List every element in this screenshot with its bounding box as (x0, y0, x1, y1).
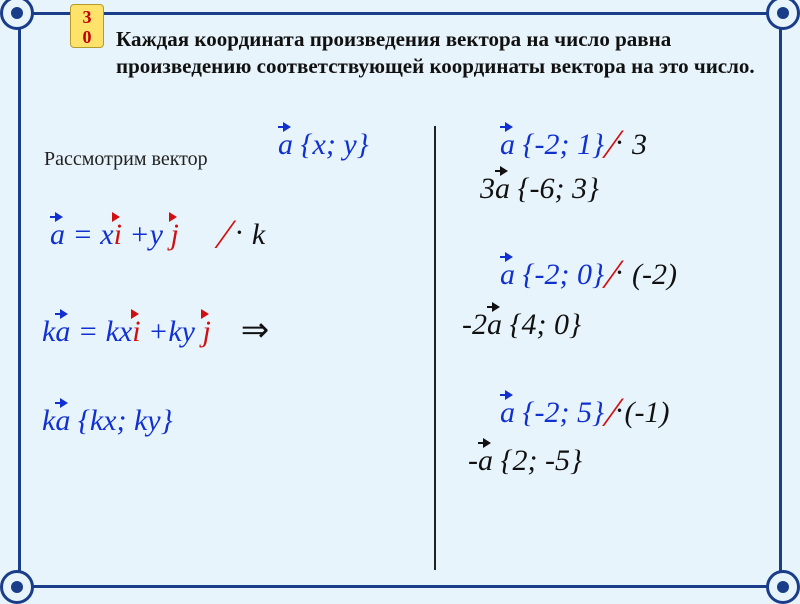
c2: 0 (577, 258, 592, 291)
vec-i: i (114, 218, 122, 251)
lbrace: { (78, 404, 90, 437)
lbrace: { (523, 396, 535, 429)
expr-a-xy: a {x; y} (278, 128, 369, 162)
dot: · (615, 126, 625, 159)
expr-decomp: a = xi +y j ∕ · k (50, 218, 265, 252)
vec-j: j (171, 218, 179, 251)
semi: ; (528, 444, 546, 477)
k: -2 (462, 308, 487, 341)
vec-a: a (500, 396, 515, 429)
expr-kcoord: ka {kx; ky} (42, 404, 173, 438)
c1: -6 (530, 172, 555, 205)
corner-br (766, 570, 800, 604)
c1: 2 (513, 444, 528, 477)
eq: = (73, 218, 101, 251)
lbrace: { (510, 308, 522, 341)
vec-a: a (495, 172, 510, 205)
dot: · (615, 394, 625, 427)
k: 3 (480, 172, 495, 205)
rbrace: } (570, 444, 582, 477)
rbrace: } (592, 128, 604, 161)
vec-a: a (478, 444, 493, 477)
rbrace: } (161, 404, 173, 437)
decorative-frame (18, 12, 782, 588)
rbrace: } (357, 128, 369, 161)
dot: · (234, 216, 244, 249)
semi: ; (555, 172, 573, 205)
c1: -2 (535, 258, 560, 291)
corner-bl (0, 570, 34, 604)
vec-i: i (132, 315, 140, 348)
term-y: y (150, 218, 163, 251)
c2: 3 (572, 172, 587, 205)
c2: -5 (545, 444, 570, 477)
ky: ky (134, 404, 161, 437)
plus: + (148, 315, 168, 348)
mult-k: k (252, 218, 265, 251)
c2: 5 (577, 396, 592, 429)
rbrace: } (592, 396, 604, 429)
implies: ⇒ (241, 312, 270, 349)
ex1-result: 3a {-6; 3} (480, 172, 599, 206)
semi: ; (326, 128, 344, 161)
expr-kdecomp: ka = kxi +ky j ⇒ (42, 310, 269, 350)
mult: 3 (632, 128, 647, 161)
vec-j: j (202, 315, 210, 348)
kx: kx (90, 404, 117, 437)
rule-badge: 3 0 (70, 4, 104, 48)
subhead: Рассмотрим вектор (44, 148, 208, 171)
rbrace: } (587, 172, 599, 205)
semi: ; (537, 308, 555, 341)
ex2-given: a {-2; 0} ∕· (-2) (500, 258, 677, 292)
c2: 1 (577, 128, 592, 161)
lbrace: { (523, 258, 535, 291)
badge-line2: 0 (71, 27, 103, 47)
corner-tr (766, 0, 800, 30)
k: - (468, 444, 478, 477)
vec-a: a (500, 128, 515, 161)
ex3-result: -a {2; -5} (468, 444, 582, 478)
rbrace: } (592, 258, 604, 291)
c2: 0 (554, 308, 569, 341)
ky: ky (168, 315, 195, 348)
k: k (42, 315, 55, 348)
rbrace: } (569, 308, 581, 341)
c1: 4 (522, 308, 537, 341)
semi: ; (560, 396, 578, 429)
mult: (-1) (625, 396, 670, 429)
semi: ; (560, 258, 578, 291)
lbrace: { (518, 172, 530, 205)
vec-a: a (55, 404, 70, 437)
ex3-given: a {-2; 5} ∕·(-1) (500, 396, 670, 430)
vec-a: a (500, 258, 515, 291)
mult: (-2) (632, 258, 677, 291)
vec-a: a (50, 218, 65, 251)
vec-a: a (487, 308, 502, 341)
ex2-result: -2a {4; 0} (462, 308, 581, 342)
rule-text: Каждая координата произведения вектора н… (116, 26, 756, 81)
lbrace: { (523, 128, 535, 161)
semi: ; (116, 404, 134, 437)
coord-x: x (313, 128, 326, 161)
lbrace: { (501, 444, 513, 477)
plus: + (129, 218, 149, 251)
semi: ; (560, 128, 578, 161)
dot: · (615, 256, 625, 289)
c1: -2 (535, 396, 560, 429)
vec-a: a (55, 315, 70, 348)
coord-y: y (343, 128, 356, 161)
badge-line1: 3 (71, 7, 103, 27)
vec-a: a (278, 128, 293, 161)
kx: kx (106, 315, 133, 348)
c1: -2 (535, 128, 560, 161)
ex1-given: a {-2; 1} ∕· 3 (500, 128, 647, 162)
k: k (42, 404, 55, 437)
term-x: x (100, 218, 113, 251)
eq: = (78, 315, 106, 348)
lbrace: { (301, 128, 313, 161)
vertical-divider (434, 126, 436, 570)
